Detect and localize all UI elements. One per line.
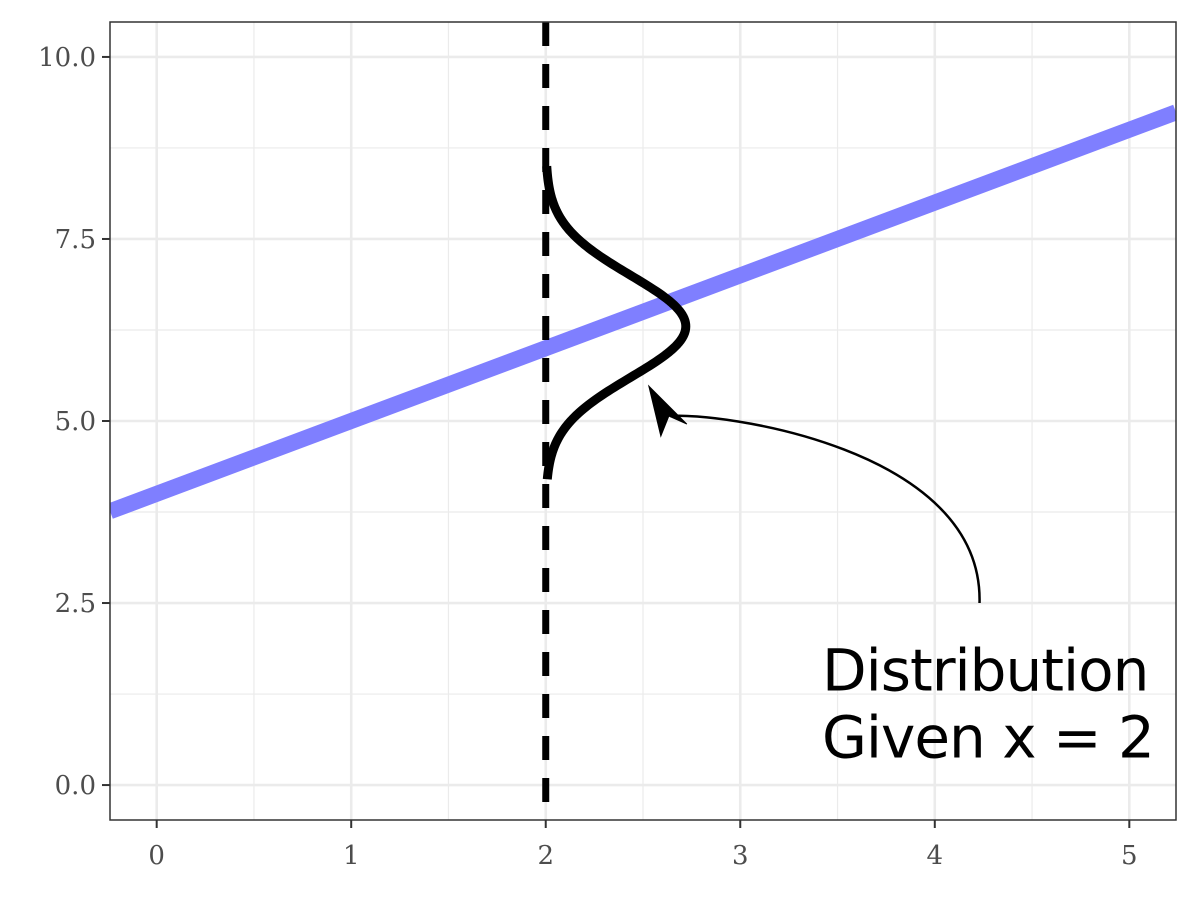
- x-tick-label: 4: [927, 841, 944, 871]
- density-curve: [542, 163, 691, 482]
- x-tick-label: 3: [732, 841, 749, 871]
- x-tick-label: 0: [148, 841, 165, 871]
- y-tick-label: 7.5: [55, 225, 96, 255]
- x-tick-label: 5: [1121, 841, 1138, 871]
- regression-line: [110, 104, 1176, 519]
- annotation-text-line: Given x = 2: [822, 703, 1154, 771]
- annotation-arrow-head: [647, 384, 688, 438]
- y-tick-label: 0.0: [55, 771, 96, 801]
- y-tick-label: 10.0: [38, 43, 96, 73]
- y-tick-label: 5.0: [55, 407, 96, 437]
- y-tick-label: 2.5: [55, 589, 96, 619]
- x-tick-label: 2: [537, 841, 554, 871]
- annotation-text-line: Distribution: [822, 636, 1148, 704]
- series-layer: [110, 22, 1176, 820]
- x-tick-label: 1: [343, 841, 360, 871]
- annotation-arrow: [670, 414, 981, 604]
- axes: 0 1 2 3 4 5 0.0 2.5 5.0 7.5 10.0: [38, 43, 1137, 871]
